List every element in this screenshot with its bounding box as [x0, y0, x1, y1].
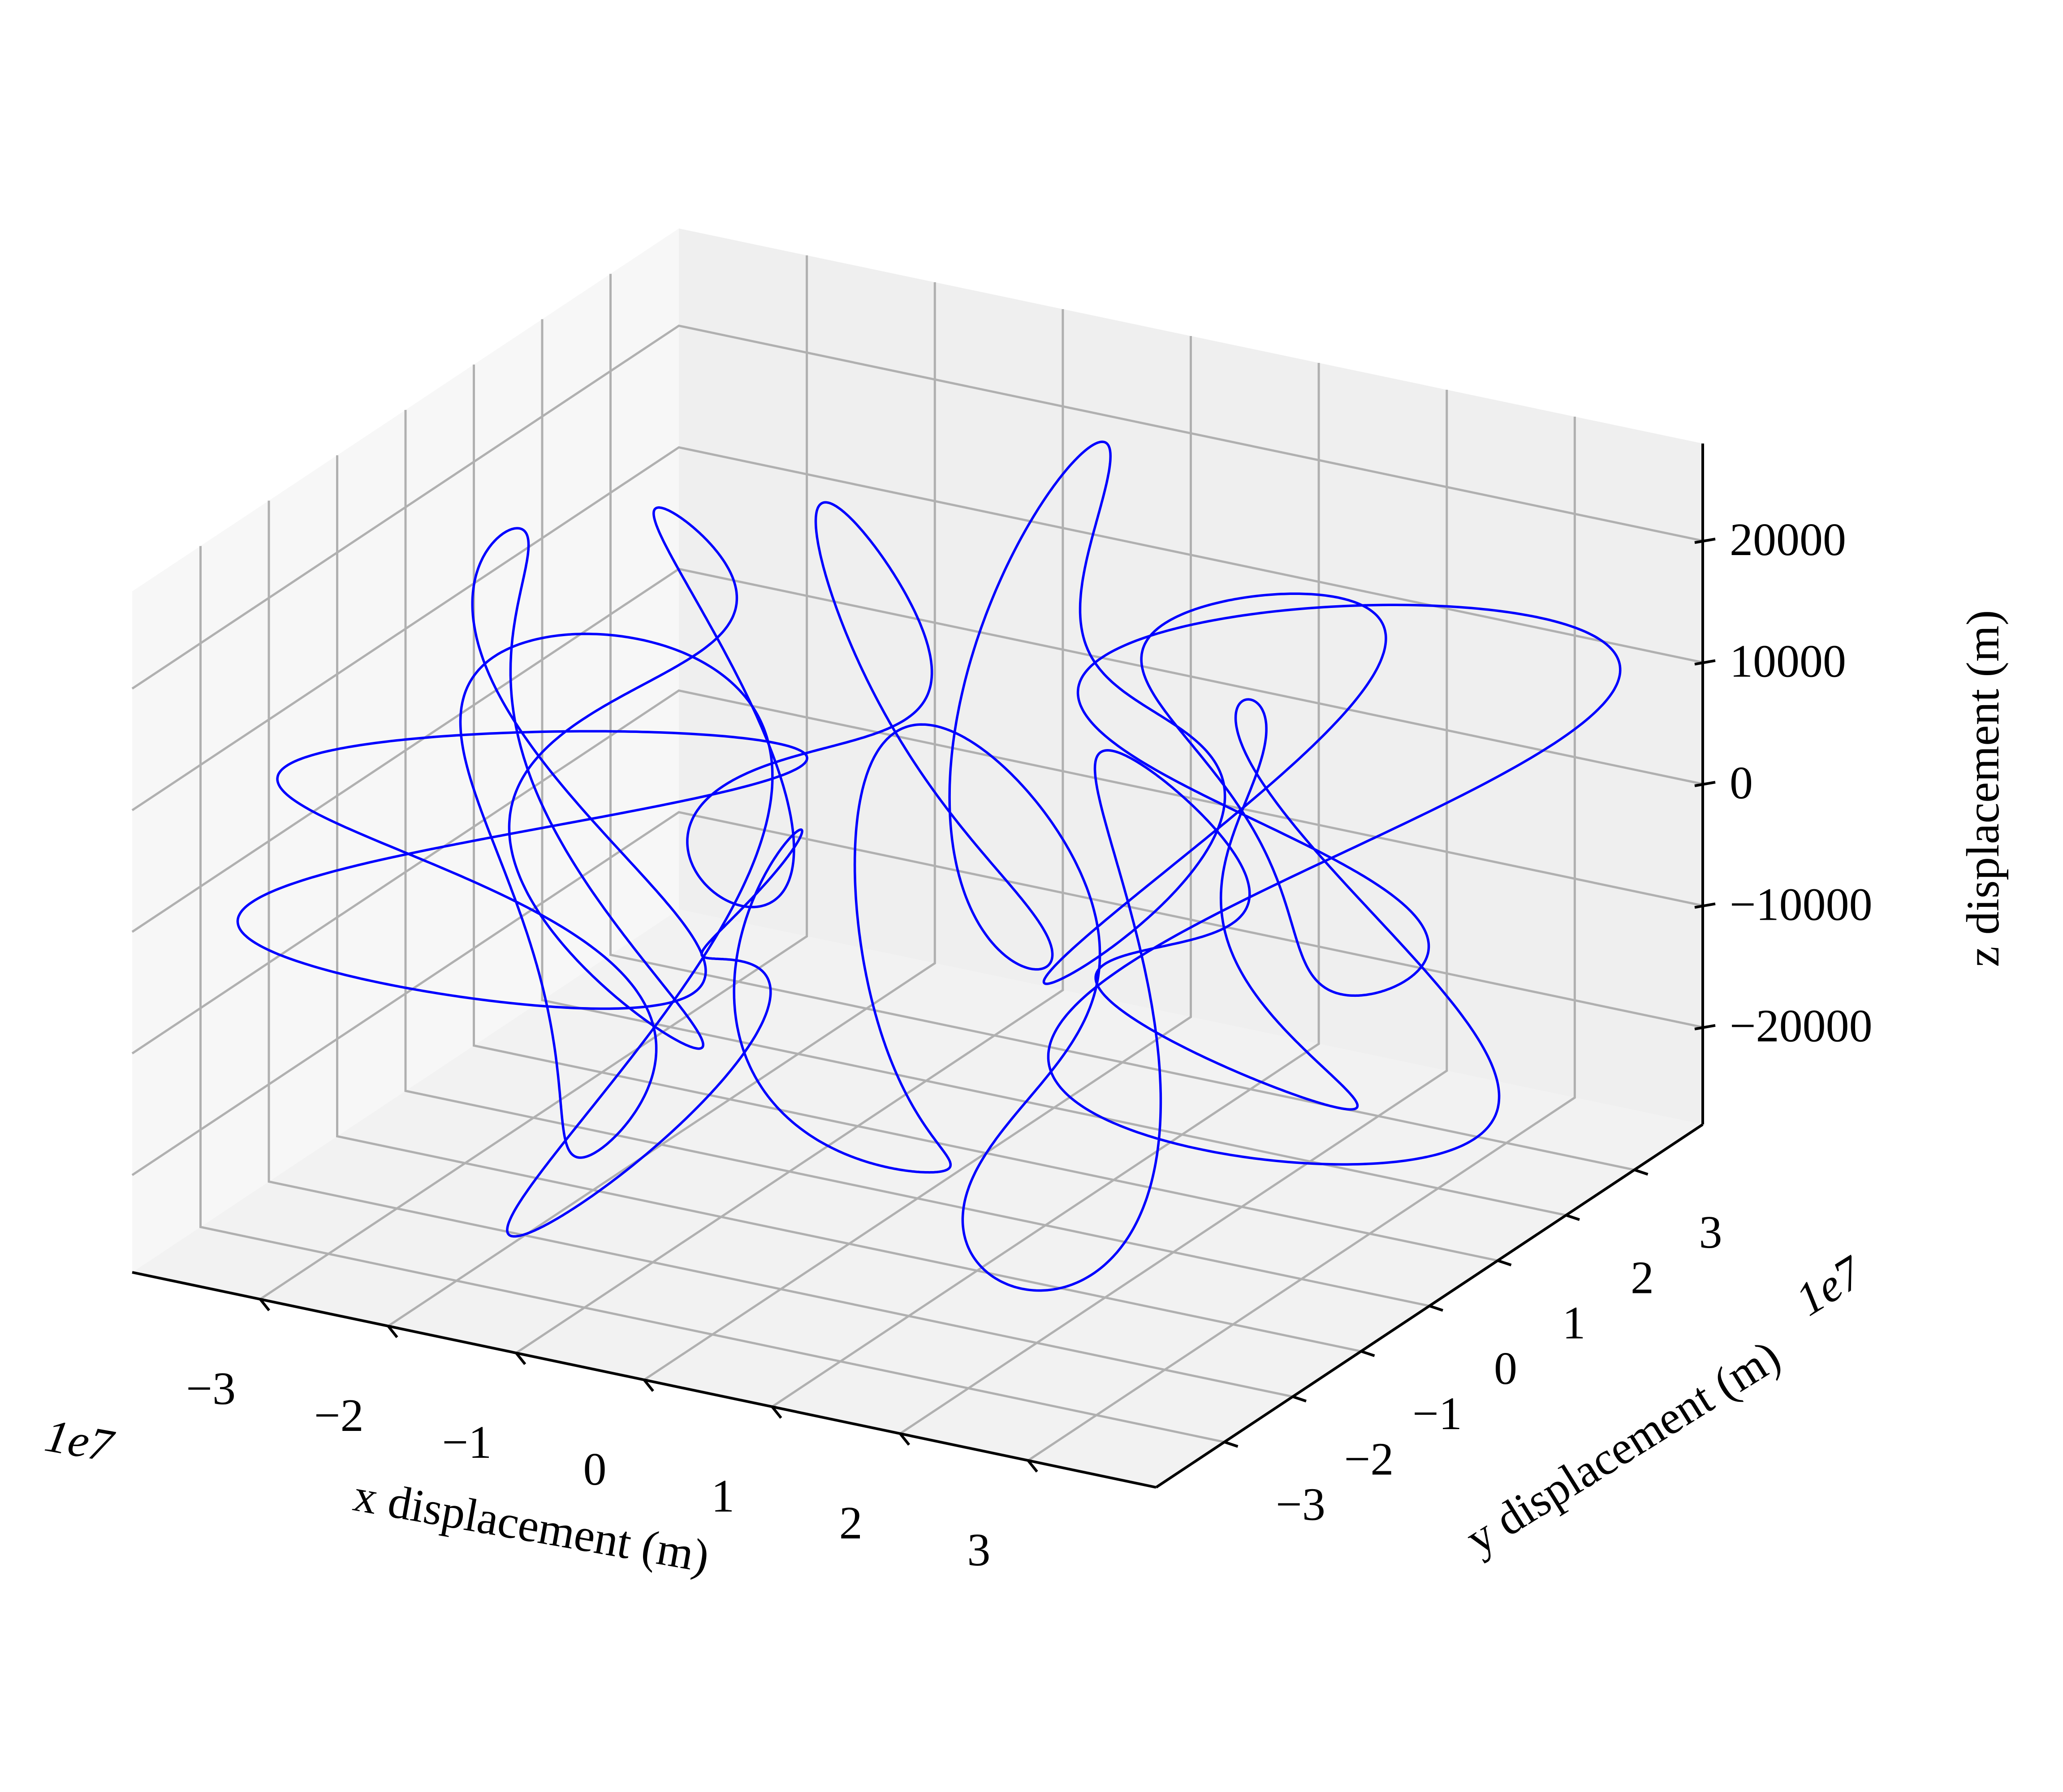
trajectory-line — [236, 440, 1622, 1292]
z-grid-line — [131, 446, 1703, 811]
y-grid-line — [199, 546, 1225, 1443]
x-tick-label: 3 — [967, 1524, 990, 1576]
y-tick-mark — [1429, 1305, 1443, 1312]
x-grid-line — [387, 282, 936, 1327]
y-tick-label: −1 — [1412, 1388, 1462, 1439]
y-grid-line — [541, 319, 1567, 1216]
y-tick-label: 2 — [1631, 1252, 1654, 1303]
z-tick-label: 10000 — [1730, 635, 1846, 687]
y-grid-line — [336, 455, 1362, 1353]
x-grid-line — [515, 309, 1064, 1354]
y-tick-mark — [1224, 1440, 1239, 1448]
y-tick-mark — [1497, 1259, 1512, 1266]
x-tick-labels: −3 −2 −1 0 1 2 3 — [186, 1363, 990, 1576]
x-grid-line — [1027, 417, 1576, 1462]
x-tick-label: 2 — [839, 1497, 863, 1549]
z-grid-line — [131, 324, 1703, 690]
x-grid-line — [259, 255, 808, 1301]
y-tick-label: 1 — [1562, 1297, 1586, 1349]
z-tick-label: −10000 — [1730, 879, 1873, 930]
z-tick-mark — [1694, 781, 1716, 787]
x-grid-line — [771, 363, 1320, 1408]
tick-marks — [259, 538, 1716, 1473]
y-grid-line — [404, 410, 1430, 1307]
x-tick-mark — [515, 1352, 527, 1365]
y-axis-offset-label: 1e7 — [1787, 1245, 1873, 1326]
y-grid-line — [609, 274, 1635, 1171]
x-tick-mark — [1027, 1460, 1038, 1473]
z-tick-mark — [1694, 538, 1716, 544]
x-tick-mark — [771, 1406, 782, 1419]
grid-lines — [131, 255, 1703, 1462]
z-tick-mark — [1694, 902, 1716, 909]
x-tick-label: −2 — [314, 1390, 364, 1441]
x-tick-mark — [387, 1325, 398, 1338]
x-tick-mark — [643, 1379, 654, 1392]
z-tick-labels: −20000 −10000 0 10000 20000 — [1730, 514, 1873, 1052]
z-tick-mark — [1694, 1024, 1716, 1030]
z-tick-label: −20000 — [1730, 1000, 1873, 1052]
x-tick-mark — [259, 1298, 270, 1311]
z-grid-line — [131, 811, 1703, 1176]
x-grid-line — [643, 336, 1192, 1381]
x-tick-label: −1 — [442, 1417, 492, 1468]
z-axis-label: z displacement (m) — [1957, 610, 2009, 967]
y-tick-label: 3 — [1699, 1206, 1722, 1258]
y-grid-line — [268, 500, 1293, 1398]
x-tick-label: −3 — [186, 1363, 236, 1414]
trajectory — [236, 440, 1622, 1292]
z-grid-line — [131, 689, 1703, 1055]
y-tick-label: 0 — [1494, 1343, 1517, 1394]
x-tick-label: 0 — [583, 1443, 607, 1495]
y-tick-mark — [1292, 1395, 1307, 1403]
x-tick-mark — [899, 1433, 911, 1446]
x-tick-label: 1 — [711, 1470, 734, 1522]
y-tick-mark — [1634, 1168, 1649, 1176]
z-tick-label: 0 — [1730, 757, 1753, 809]
x-axis-label: x displacement (m) — [350, 1469, 713, 1583]
z-tick-mark — [1694, 659, 1716, 666]
x-grid-line — [899, 390, 1448, 1435]
y-tick-mark — [1566, 1214, 1580, 1221]
axis-panes — [132, 228, 1703, 1487]
y-tick-label: −2 — [1344, 1433, 1394, 1485]
z-tick-label: 20000 — [1730, 514, 1846, 565]
y-tick-mark — [1360, 1350, 1375, 1357]
x-axis-offset-label: 1e7 — [41, 1409, 118, 1472]
y-tick-label: −3 — [1276, 1479, 1325, 1530]
